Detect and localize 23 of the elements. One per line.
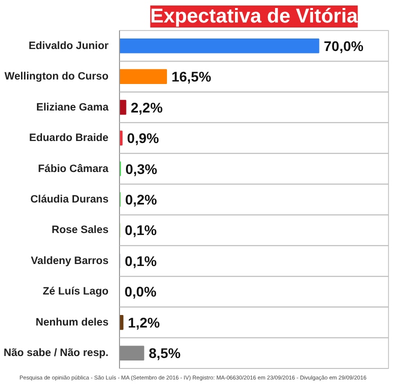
y-tick-label: Nenhum deles — [36, 316, 109, 328]
data-label: 8,5% — [148, 345, 182, 362]
data-label: 16,5% — [171, 68, 212, 85]
data-label: 0,0% — [124, 284, 157, 300]
data-label: 0,2% — [125, 192, 158, 208]
y-tick-label: Eduardo Braide — [29, 132, 109, 144]
data-label: 1,2% — [128, 314, 160, 330]
data-label: 0,9% — [127, 130, 160, 146]
y-tick-label: Eliziane Gama — [36, 101, 109, 114]
data-label: 2,2% — [130, 99, 164, 116]
y-tick-label: Rose Sales — [52, 224, 109, 236]
y-tick-label: Valdeny Barros — [30, 254, 109, 267]
y-tick-label: Não sabe / Não resp. — [4, 347, 109, 360]
data-label: 0,3% — [125, 160, 158, 177]
data-label: 0,1% — [124, 252, 158, 269]
y-tick-label: Cláudia Durans — [30, 194, 109, 206]
y-tick-label: Edivaldo Junior — [28, 40, 109, 52]
y-tick-label: Zé Luís Lago — [42, 286, 109, 298]
y-tick-label: Wellington do Curso — [4, 70, 109, 83]
data-label: 0,1% — [124, 222, 158, 238]
y-tick-label: Fábio Câmara — [38, 162, 109, 175]
data-label: 70,0% — [324, 38, 364, 54]
chart-title: Expectativa de Vitória — [150, 6, 359, 28]
